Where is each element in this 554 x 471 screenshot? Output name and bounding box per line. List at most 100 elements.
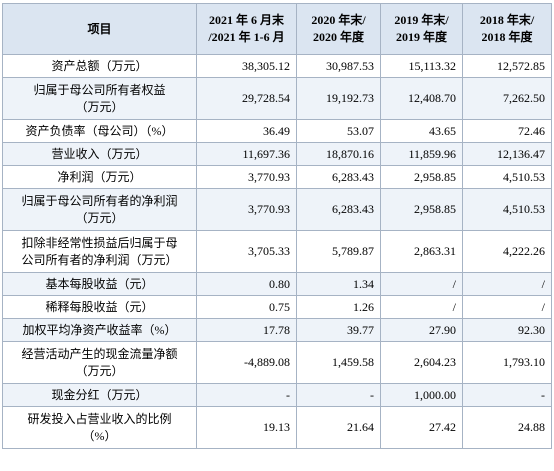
value-cell: 6,283.43 [296, 165, 381, 189]
cell-text: （万元） [75, 363, 124, 378]
table-row: 基本每股收益（元） 0.80 1.34// [2, 272, 552, 296]
value-cell: 27.90 [380, 318, 463, 342]
value-cell: 19.13 [196, 406, 297, 449]
cell-text: /2021 年 1-6 月 [208, 30, 285, 44]
value-cell: 4,510.53 [462, 188, 552, 231]
table-row: 稀释每股收益（元） 0.75 1.26// [2, 295, 552, 319]
value-cell: 2,958.85 [380, 188, 463, 231]
value-cell: 21.64 [296, 406, 381, 449]
page: 项目 2021 年 6 月末/2021 年 1-6 月 2020 年末/2020 年… [0, 3, 554, 471]
table-row: 归属于母公司所有者权益 （万元） 29,728.54 19,192.73 12,408.… [2, 77, 552, 120]
cell-text: 2019 年度 [395, 30, 447, 44]
value-cell: 17.78 [196, 318, 297, 342]
row-label: 扣除非经常性损益后归属于母 公司所有者的净利润（万元） [2, 230, 197, 273]
value-cell: 0.80 [196, 272, 297, 296]
row-label: 归属于母公司所有者的净利润 （万元） [2, 188, 197, 231]
row-label: 基本每股收益（元） [2, 272, 197, 296]
cell-text: （%） [82, 428, 117, 443]
cell-text: 资产负债率（母公司）（%） [25, 123, 174, 138]
value-cell: 2,863.31 [380, 230, 463, 273]
value-cell: - [196, 383, 297, 407]
row-label: 资产总额（万元） [2, 54, 197, 78]
value-cell: 6,283.43 [296, 188, 381, 231]
table-row: 净利润（万元） 3,770.93 6,283.43 2,958.85 4,510.53 [2, 165, 552, 189]
value-cell: 2,958.85 [380, 165, 463, 189]
cell-text: 经营活动产生的现金流量净额 [21, 346, 178, 361]
cell-text: 加权平均净资产收益率（%） [22, 322, 177, 337]
cell-text: 2019 年末/ [394, 13, 449, 27]
cell-text: 项目 [87, 21, 112, 36]
value-cell: 24.88 [462, 406, 552, 449]
value-cell: 4,510.53 [462, 165, 552, 189]
row-label: 研发投入占营业收入的比例 （%） [2, 406, 197, 449]
value-cell: 72.46 [462, 119, 552, 143]
value-cell: 2,604.23 [380, 341, 463, 384]
cell-text: 营业收入（万元） [51, 146, 148, 161]
cell-text: 资产总额（万元） [51, 58, 148, 73]
value-cell: 3,770.93 [196, 165, 297, 189]
value-cell: 11,697.36 [196, 142, 297, 166]
cell-text: 稀释每股收益（元） [45, 299, 154, 314]
value-cell: 11,859.96 [380, 142, 463, 166]
row-label: 稀释每股收益（元） [2, 295, 197, 319]
value-cell: 18,870.16 [296, 142, 381, 166]
cell-text: 归属于母公司所有者的净利润 [21, 193, 178, 208]
header-row: 项目 2021 年 6 月末/2021 年 1-6 月 2020 年末/2020 年… [2, 3, 552, 55]
value-cell: 36.49 [196, 119, 297, 143]
row-label: 现金分红（万元） [2, 383, 197, 407]
value-cell: 4,222.26 [462, 230, 552, 273]
cell-text: （万元） [75, 99, 124, 114]
value-cell: 43.65 [380, 119, 463, 143]
cell-text: 2018 年末/ [479, 13, 535, 27]
table-body: 资产总额（万元） 38,305.12 30,987.53 15,113.32 12,57… [2, 54, 552, 449]
value-cell: 19,192.73 [296, 77, 381, 120]
row-label: 归属于母公司所有者权益 （万元） [2, 77, 197, 120]
value-cell: 27.42 [380, 406, 463, 449]
value-cell: 39.77 [296, 318, 381, 342]
value-cell: 15,113.32 [380, 54, 463, 78]
value-cell: 1,793.10 [462, 341, 552, 384]
table-row: 研发投入占营业收入的比例 （%） 19.13 21.64 27.42 24.88 [2, 406, 552, 449]
value-cell: 53.07 [296, 119, 381, 143]
header-cell: 2020 年末/2020 年度 [296, 3, 381, 55]
value-cell: 0.75 [196, 295, 297, 319]
value-cell: 12,572.85 [462, 54, 552, 78]
cell-text: （万元） [75, 210, 124, 225]
cell-text: 归属于母公司所有者权益 [33, 82, 166, 97]
header-cell: 项目 [2, 3, 197, 55]
value-cell: -4,889.08 [196, 341, 297, 384]
table-row: 经营活动产生的现金流量净额 （万元） -4,889.08 1,459.58 2,604.… [2, 341, 552, 384]
row-label: 营业收入（万元） [2, 142, 197, 166]
value-cell: 12,136.47 [462, 142, 552, 166]
cell-text: 净利润（万元） [57, 169, 142, 184]
value-cell: - [462, 383, 552, 407]
value-cell: 30,987.53 [296, 54, 381, 78]
value-cell: 3,770.93 [196, 188, 297, 231]
value-cell: 1.26 [296, 295, 381, 319]
cell-text: 基本每股收益（元） [45, 276, 154, 291]
data-table: 项目 2021 年 6 月末/2021 年 1-6 月 2020 年末/2020 年… [2, 3, 552, 449]
value-cell: 38,305.12 [196, 54, 297, 78]
table-row: 现金分红（万元） - -1,000.00- [2, 383, 552, 407]
value-cell: 3,705.33 [196, 230, 297, 273]
cell-text: 公司所有者的净利润（万元） [21, 252, 178, 267]
value-cell: 92.30 [462, 318, 552, 342]
table-row: 归属于母公司所有者的净利润 （万元） 3,770.93 6,283.43 2,958.8… [2, 188, 552, 231]
cell-text: 2020 年末/ [311, 13, 366, 27]
cell-text: 扣除非经常性损益后归属于母 [21, 235, 178, 250]
cell-text: 2021 年 6 月末 [208, 13, 284, 27]
header-cell: 2021 年 6 月末/2021 年 1-6 月 [196, 3, 297, 55]
value-cell: 29,728.54 [196, 77, 297, 120]
row-label: 经营活动产生的现金流量净额 （万元） [2, 341, 197, 384]
value-cell: - [296, 383, 381, 407]
table-row: 资产总额（万元） 38,305.12 30,987.53 15,113.32 12,57… [2, 54, 552, 78]
value-cell: 12,408.70 [380, 77, 463, 120]
value-cell: 7,262.50 [462, 77, 552, 120]
cell-text: 2020 年度 [312, 30, 364, 44]
header-cell: 2019 年末/2019 年度 [380, 3, 463, 55]
value-cell: / [462, 295, 552, 319]
cell-text: 2018 年度 [481, 30, 533, 44]
cell-text: 研发投入占营业收入的比例 [27, 411, 172, 426]
cell-text: 现金分红（万元） [51, 387, 148, 402]
value-cell: 5,789.87 [296, 230, 381, 273]
